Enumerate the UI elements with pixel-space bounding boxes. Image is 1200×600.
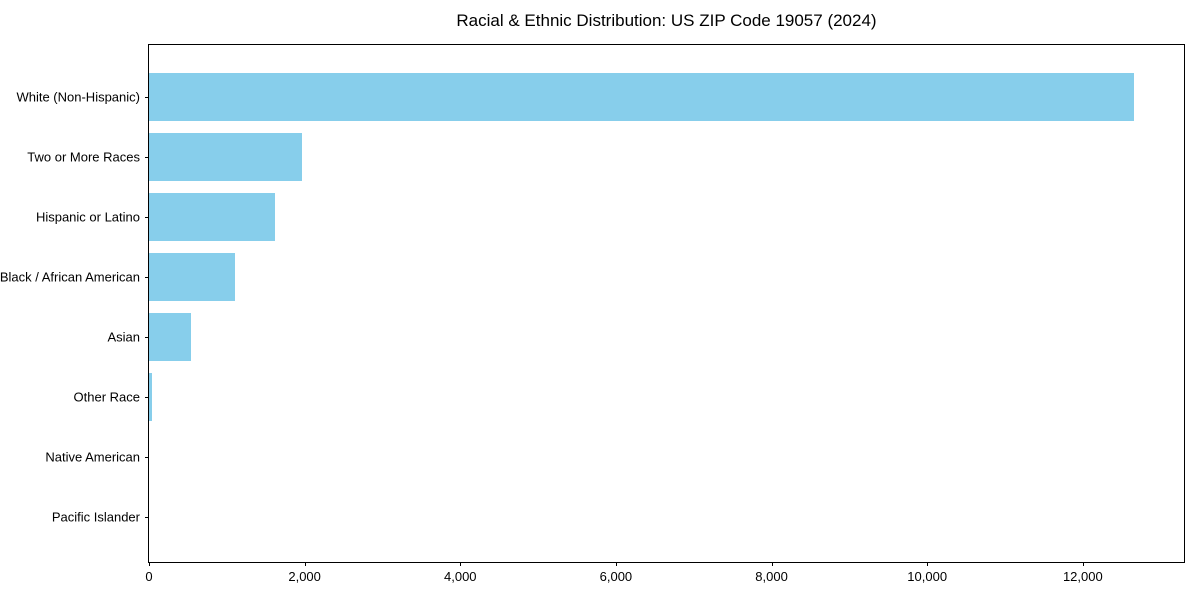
chart-title: Racial & Ethnic Distribution: US ZIP Cod… (456, 11, 877, 30)
y-tick-mark (145, 397, 149, 398)
x-tick-mark (927, 562, 929, 566)
y-axis-label-two-or-more-races: Two or More Races (27, 149, 140, 165)
y-axis-label-pacific-islander: Pacific Islander (51, 509, 140, 525)
x-tick-mark (1082, 562, 1084, 566)
plot-area: White (Non-Hispanic) Two or More Races His… (0, 44, 1185, 584)
y-axis-label-hispanic-or-latino: Hispanic or Latino (35, 209, 140, 225)
bar-hispanic-or-latino (149, 193, 275, 241)
bar-white-non-hispanic (149, 73, 1135, 121)
y-axis-label-asian: Asian (107, 329, 140, 345)
x-tick-label-6000: 6,000 (599, 569, 633, 584)
y-tick-mark (145, 277, 149, 278)
y-tick-mark (145, 517, 149, 518)
bar-black-african-american (149, 253, 235, 301)
x-tick-mark (460, 562, 462, 566)
x-tick-label-4000: 4,000 (443, 569, 477, 584)
bar-asian (149, 313, 192, 361)
y-axis-label-black-african-american: Black / African American (0, 269, 140, 285)
x-tick-mark (615, 562, 617, 566)
x-tick-mark (304, 562, 306, 566)
x-tick-label-10000: 10,000 (907, 569, 948, 584)
y-axis-label-native-american: Native American (45, 449, 140, 465)
x-tick-label-12000: 12,000 (1062, 569, 1103, 584)
y-axis-label-white-non-hispanic: White (Non-Hispanic) (16, 89, 140, 105)
x-tick-label-8000: 8,000 (755, 569, 788, 584)
y-axis-label-other-race: Other Race (73, 389, 140, 405)
y-tick-mark (145, 157, 149, 158)
y-tick-mark (145, 457, 149, 458)
x-tick-mark (771, 562, 773, 566)
y-tick-mark (145, 97, 149, 98)
bar-other-race (149, 373, 153, 421)
x-tick-label-0: 0 (145, 569, 153, 584)
x-tick-label-2000: 2,000 (288, 569, 321, 584)
y-tick-mark (145, 217, 149, 218)
x-tick-mark (149, 562, 150, 566)
bar-two-or-more-races (149, 133, 303, 181)
y-tick-mark (145, 337, 149, 338)
